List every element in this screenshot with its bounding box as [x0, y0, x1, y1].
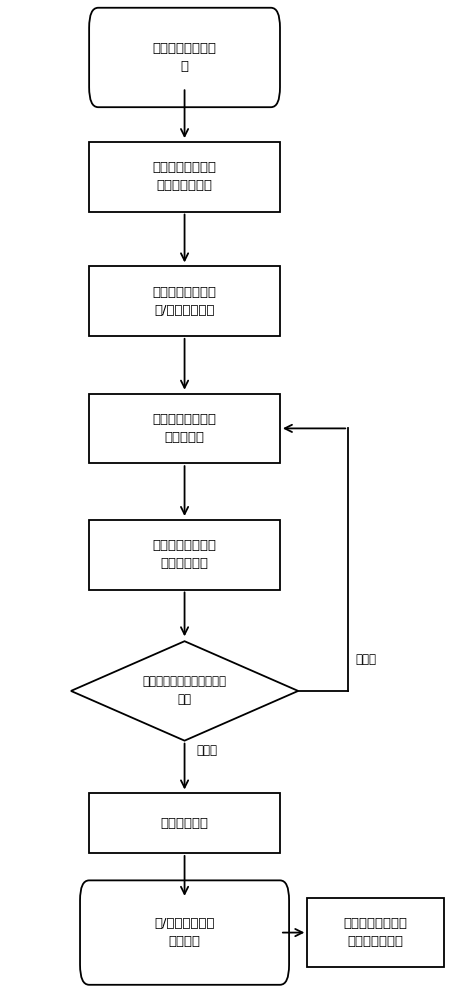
FancyBboxPatch shape — [80, 880, 288, 985]
Polygon shape — [71, 641, 297, 741]
Text: 创建网表文件的数
据结构将其存储: 创建网表文件的数 据结构将其存储 — [152, 161, 216, 192]
Bar — [89, 142, 280, 212]
Text: 与/反相器图结构
创建完成: 与/反相器图结构 创建完成 — [154, 917, 214, 948]
Text: 读入网表级电路文
件: 读入网表级电路文 件 — [152, 42, 216, 73]
Text: 调用相关函数进行
创建顶点结构: 调用相关函数进行 创建顶点结构 — [152, 539, 216, 570]
Bar — [89, 520, 280, 589]
Bar — [89, 793, 280, 853]
FancyBboxPatch shape — [89, 8, 280, 107]
Text: 判断该点是否已存在同构的
节点: 判断该点是否已存在同构的 节点 — [142, 675, 226, 706]
Bar — [307, 898, 442, 967]
Text: 不存在: 不存在 — [354, 653, 375, 666]
Bar — [89, 266, 280, 336]
Bar — [89, 394, 280, 463]
Text: 已存在: 已存在 — [196, 744, 217, 757]
Text: 根据网表文件创建
与/反相器图结构: 根据网表文件创建 与/反相器图结构 — [152, 286, 216, 317]
Text: 进行后续写回网表
文件或其他操作: 进行后续写回网表 文件或其他操作 — [343, 917, 407, 948]
Text: 调用同构节点: 调用同构节点 — [160, 817, 208, 830]
Text: 根据输入创建顶点
的数据结构: 根据输入创建顶点 的数据结构 — [152, 413, 216, 444]
